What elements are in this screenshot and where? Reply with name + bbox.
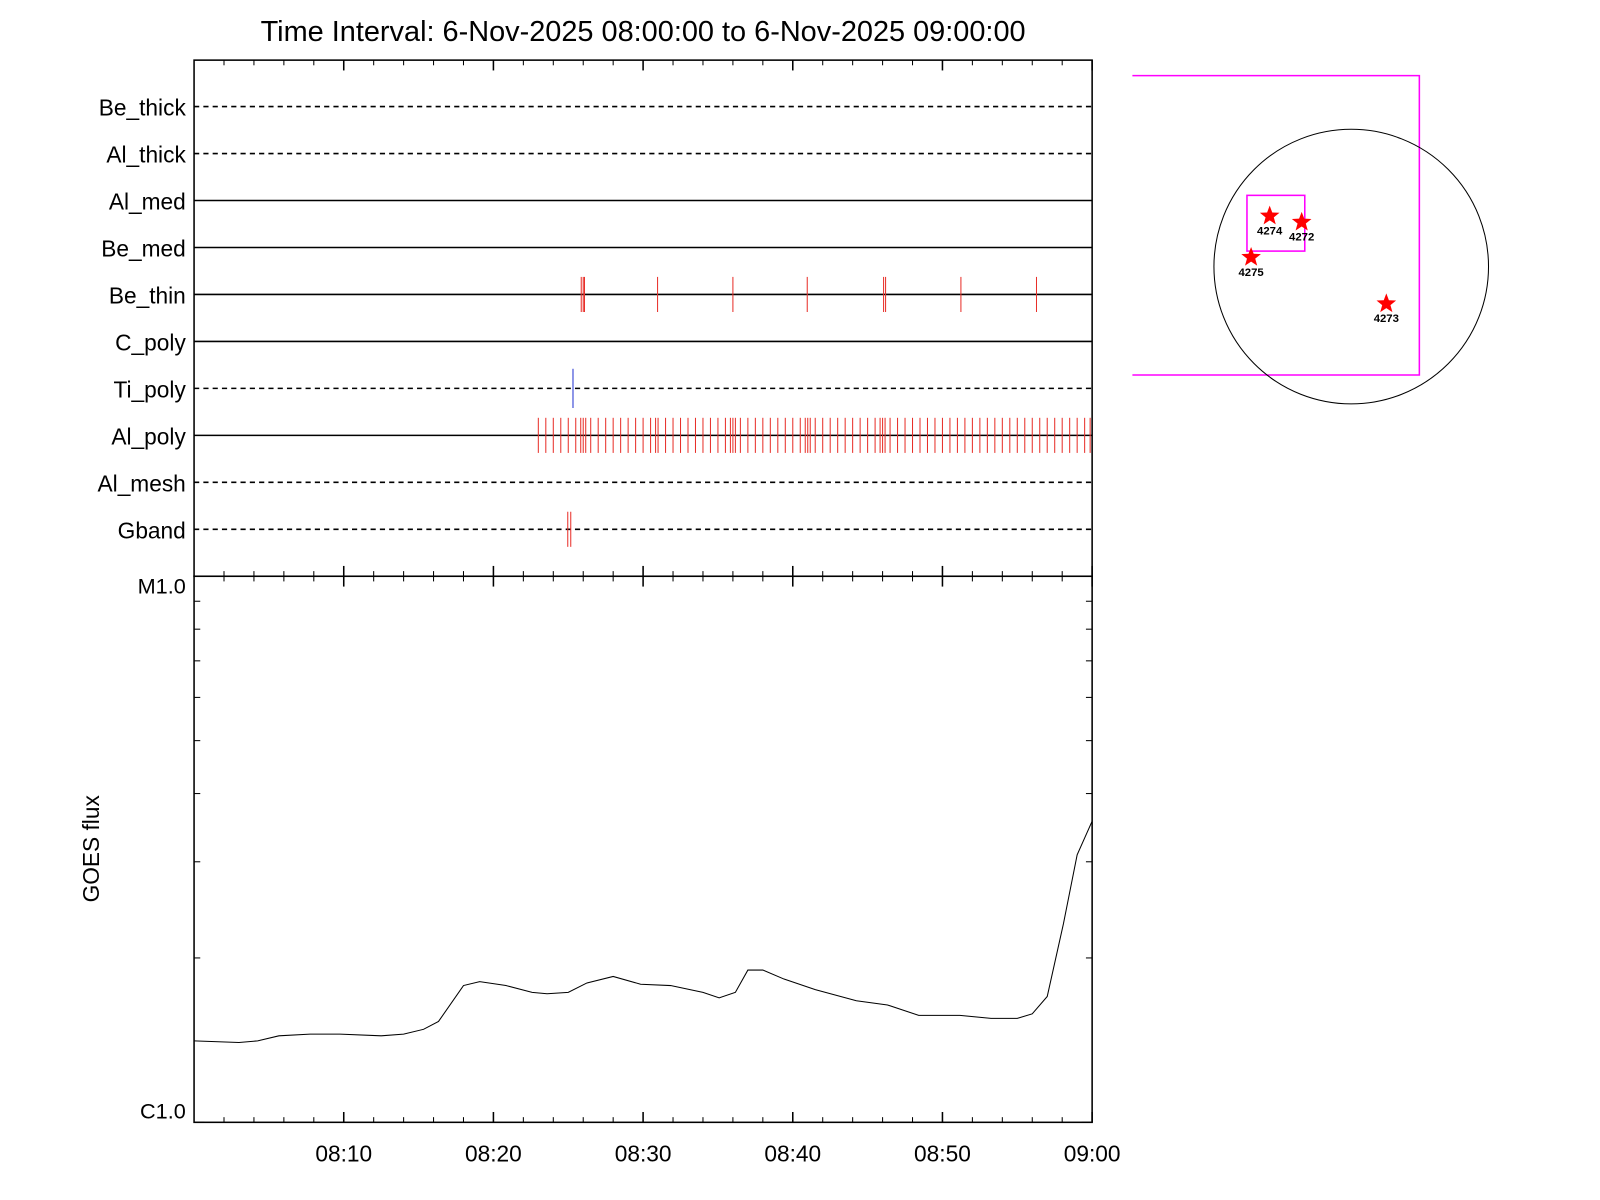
- x-tick-label: 08:50: [914, 1140, 971, 1166]
- filter-label: Al_mesh: [98, 470, 186, 496]
- ar-label: 4273: [1374, 313, 1399, 325]
- x-tick-label: 08:40: [764, 1140, 821, 1166]
- solar-disk: [1213, 128, 1490, 405]
- ar-star: [1241, 246, 1261, 266]
- ar-star: [1291, 211, 1312, 231]
- filter-label: Gband: [118, 517, 186, 543]
- ar-label: 4274: [1257, 225, 1283, 237]
- ar-star: [1259, 205, 1280, 225]
- ar-label: 4275: [1238, 267, 1263, 279]
- filter-label: Al_thick: [106, 142, 186, 168]
- filter-label: Al_poly: [111, 423, 186, 449]
- x-tick-label: 08:30: [615, 1140, 672, 1166]
- y-tick-label: M1.0: [138, 573, 186, 598]
- filter-label: Al_med: [109, 189, 186, 215]
- ar-label: 4272: [1289, 232, 1314, 244]
- fov-box: [1132, 74, 1421, 376]
- ar-star: [1376, 293, 1397, 313]
- filter-label: C_poly: [115, 330, 186, 356]
- x-tick-label: 08:10: [315, 1140, 372, 1166]
- filter-label: Ti_poly: [114, 376, 187, 402]
- chart-title: Time Interval: 6-Nov-2025 08:00:00 to 6-…: [261, 16, 1026, 48]
- x-tick-label: 09:00: [1064, 1140, 1121, 1166]
- y-axis-label: GOES flux: [78, 795, 104, 903]
- x-tick-label: 08:20: [465, 1140, 522, 1166]
- filter-label: Be_thick: [99, 95, 187, 121]
- goes-curve: [194, 821, 1093, 1044]
- filter-label: Be_med: [101, 236, 186, 262]
- y-tick-label: C1.0: [140, 1099, 186, 1124]
- filter-label: Be_thin: [109, 283, 186, 309]
